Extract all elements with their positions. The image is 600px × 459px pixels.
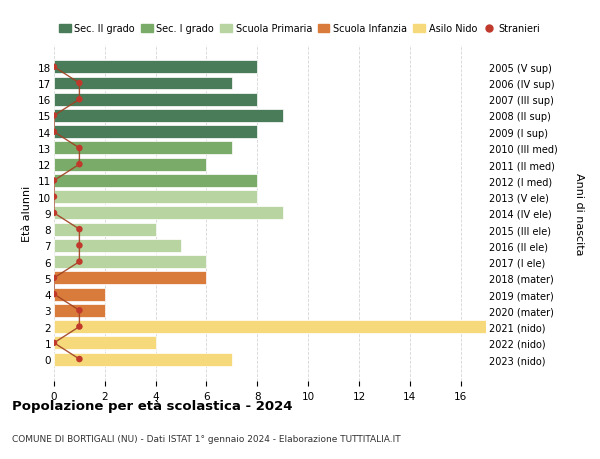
Bar [54, 320, 486, 333]
Point [74, 161, 84, 168]
Point [74, 96, 84, 104]
Bar [54, 239, 181, 252]
Point [74, 356, 84, 363]
Point [49, 291, 59, 298]
Point [74, 226, 84, 233]
Bar [54, 174, 257, 188]
Y-axis label: Anni di nascita: Anni di nascita [574, 172, 584, 255]
Bar [54, 288, 105, 301]
Bar [54, 336, 155, 350]
Point [74, 323, 84, 330]
Point [49, 112, 59, 120]
Text: Popolazione per età scolastica - 2024: Popolazione per età scolastica - 2024 [12, 399, 293, 412]
Bar [54, 61, 257, 74]
Point [49, 210, 59, 217]
Bar [54, 223, 155, 236]
Point [49, 194, 59, 201]
Y-axis label: Età alunni: Età alunni [22, 185, 32, 241]
Legend: Sec. II grado, Sec. I grado, Scuola Primaria, Scuola Infanzia, Asilo Nido, Stran: Sec. II grado, Sec. I grado, Scuola Prim… [59, 24, 540, 34]
Point [74, 307, 84, 314]
Bar [54, 77, 232, 90]
Bar [54, 158, 206, 171]
Point [74, 145, 84, 152]
Point [74, 258, 84, 266]
Bar [54, 126, 257, 139]
Bar [54, 94, 257, 106]
Bar [54, 272, 206, 285]
Bar [54, 110, 283, 123]
Point [74, 80, 84, 88]
Point [49, 274, 59, 282]
Point [49, 64, 59, 71]
Bar [54, 256, 206, 269]
Point [74, 242, 84, 250]
Bar [54, 142, 232, 155]
Bar [54, 191, 257, 204]
Bar [54, 304, 105, 317]
Point [49, 129, 59, 136]
Bar [54, 207, 283, 220]
Text: COMUNE DI BORTIGALI (NU) - Dati ISTAT 1° gennaio 2024 - Elaborazione TUTTITALIA.: COMUNE DI BORTIGALI (NU) - Dati ISTAT 1°… [12, 434, 401, 443]
Bar [54, 353, 232, 366]
Point [49, 339, 59, 347]
Point [49, 177, 59, 185]
